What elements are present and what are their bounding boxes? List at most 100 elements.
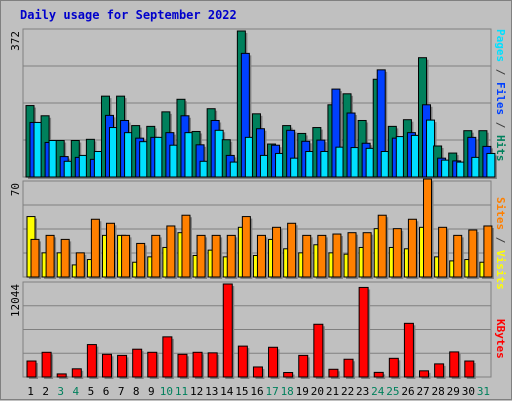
- legend-segment: /: [494, 115, 507, 135]
- sites-bar: [272, 226, 282, 278]
- legend-segment: Hits: [494, 135, 507, 162]
- sites-bar: [362, 232, 372, 278]
- sites-bar: [30, 238, 40, 278]
- x-tick-label: 30: [462, 385, 475, 398]
- x-tick-label: 28: [432, 385, 445, 398]
- kbytes-bar: [434, 363, 445, 378]
- kbytes-bar: [358, 286, 369, 378]
- x-tick-label: 6: [103, 385, 110, 398]
- y-max-label-1: 372: [9, 31, 22, 51]
- sites-bar: [483, 225, 493, 278]
- x-tick-label: 18: [281, 385, 294, 398]
- sites-bar: [211, 234, 221, 278]
- sites-bar: [226, 234, 236, 278]
- x-tick-label: 7: [118, 385, 125, 398]
- legend-segment: KBytes: [494, 319, 507, 359]
- x-tick-label: 13: [205, 385, 218, 398]
- pages-bar: [486, 152, 496, 178]
- kbytes-bar: [86, 344, 97, 378]
- kbytes-bar: [237, 345, 248, 378]
- kbytes-bar: [41, 351, 52, 378]
- sites-bar: [45, 234, 55, 278]
- x-tick-label: 19: [296, 385, 309, 398]
- sites-bar: [90, 218, 100, 278]
- kbytes-bar: [373, 371, 384, 378]
- x-tick-label: 23: [356, 385, 369, 398]
- sites-bar: [377, 214, 387, 278]
- x-tick-label: 14: [220, 385, 234, 398]
- kbytes-bar: [328, 368, 339, 378]
- x-tick-label: 20: [311, 385, 324, 398]
- x-tick-label: 24: [371, 385, 385, 398]
- x-tick-label: 3: [57, 385, 64, 398]
- kbytes-bar: [419, 370, 430, 378]
- kbytes-bar: [388, 357, 399, 378]
- x-tick-label: 21: [326, 385, 339, 398]
- sites-bar: [181, 214, 191, 278]
- sites-bar: [287, 222, 297, 278]
- kbytes-bar: [101, 353, 112, 378]
- kbytes-bar: [207, 352, 218, 378]
- kbytes-bar: [343, 358, 354, 378]
- sites-bar: [317, 234, 327, 278]
- sites-bar: [468, 229, 478, 278]
- kbytes-bar: [298, 354, 309, 378]
- kbytes-bar: [222, 283, 233, 378]
- y-max-label-2: 70: [9, 183, 22, 196]
- kbytes-bar: [56, 373, 67, 378]
- x-tick-label: 1: [27, 385, 34, 398]
- legend-segment: Visits: [494, 250, 507, 290]
- sites-bar: [302, 234, 312, 278]
- x-tick-label: 31: [477, 385, 490, 398]
- kbytes-bar: [268, 346, 279, 378]
- legend-segment: Sites: [494, 197, 507, 230]
- x-tick-label: 17: [265, 385, 278, 398]
- sites-bar: [136, 242, 146, 278]
- x-tick-label: 12: [190, 385, 203, 398]
- kbytes-bar: [449, 351, 460, 378]
- sites-bar: [423, 178, 433, 278]
- x-tick-label: 15: [235, 385, 248, 398]
- kbytes-bar: [192, 351, 203, 378]
- x-tick-label: 16: [250, 385, 263, 398]
- legend-label-3: KBytes: [494, 319, 507, 359]
- kbytes-bar: [177, 353, 188, 378]
- sites-bar: [392, 228, 402, 278]
- y-max-label-3: 12044: [9, 284, 22, 317]
- sites-bar: [121, 234, 131, 278]
- sites-bar: [151, 234, 161, 278]
- legend-segment: Files: [494, 82, 507, 115]
- sites-bar: [241, 216, 251, 278]
- sites-bar: [105, 222, 115, 278]
- x-tick-label: 4: [73, 385, 80, 398]
- x-tick-label: 11: [175, 385, 188, 398]
- x-tick-label: 2: [42, 385, 49, 398]
- page-title: Daily usage for September 2022: [20, 8, 237, 22]
- sites-bar: [347, 232, 357, 278]
- kbytes-bar: [132, 348, 143, 378]
- kbytes-bar: [313, 323, 324, 378]
- sites-bar: [256, 234, 266, 278]
- kbytes-bar: [147, 351, 158, 378]
- legend-label-2: Sites / Visits: [494, 197, 507, 290]
- x-tick-label: 27: [416, 385, 429, 398]
- sites-bar: [453, 234, 463, 278]
- legend-label-1: Pages / Files / Hits: [494, 29, 507, 162]
- legend-segment: /: [494, 62, 507, 82]
- kbytes-bar: [464, 360, 475, 378]
- kbytes-bar: [71, 368, 82, 378]
- sites-bar: [75, 252, 85, 278]
- kbytes-bar: [26, 360, 37, 378]
- legend-segment: /: [494, 230, 507, 250]
- kbytes-bar: [117, 354, 128, 378]
- x-tick-label: 29: [447, 385, 460, 398]
- sites-bar: [407, 218, 417, 278]
- sites-bar: [60, 238, 70, 278]
- sites-bar: [166, 225, 176, 278]
- x-tick-label: 26: [401, 385, 414, 398]
- sites-bar: [332, 233, 342, 278]
- legend-segment: Pages: [494, 29, 507, 62]
- x-tick-label: 22: [341, 385, 354, 398]
